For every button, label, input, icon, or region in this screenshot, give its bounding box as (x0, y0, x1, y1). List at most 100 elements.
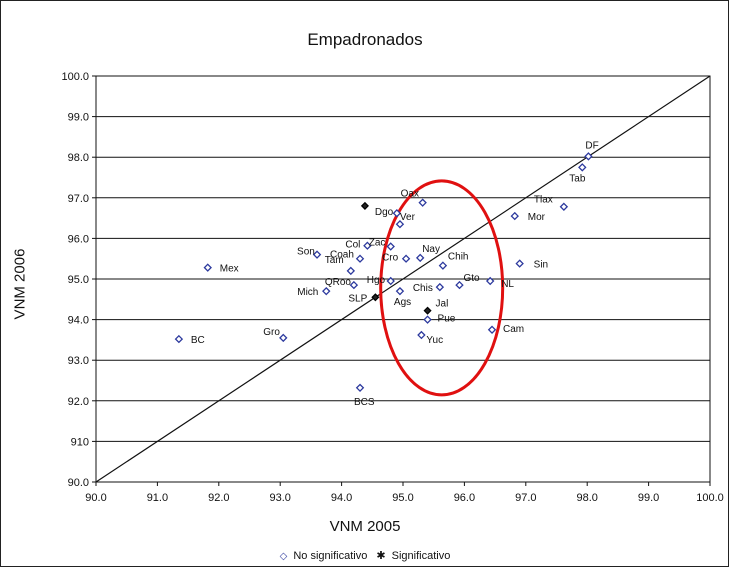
point-nonsig (355, 254, 365, 263)
y-tick-label: 97.0 (68, 193, 89, 205)
point-label: Dgo (375, 207, 394, 218)
y-tick-label: 95.0 (68, 274, 89, 286)
point-nonsig (395, 219, 405, 229)
point-nonsig (346, 266, 356, 276)
point-label: Cro (382, 253, 399, 264)
legend-label-sig: Significativo (391, 550, 451, 562)
point-nonsig (203, 263, 212, 272)
x-tick-label: 93.0 (269, 492, 290, 504)
x-tick-label: 91.0 (147, 492, 168, 504)
x-tick-label: 94.0 (331, 492, 352, 504)
point-label: Gro (263, 327, 280, 338)
point-sig (360, 201, 369, 210)
point-sig-mark (423, 306, 432, 315)
x-tick-label: 90.0 (85, 492, 106, 504)
point-nonsig (174, 334, 184, 344)
y-tick-label: 94.0 (68, 315, 89, 327)
point-label: Chis (413, 283, 433, 294)
point-label: Oax (401, 189, 419, 200)
y-axis-label: VNM 2006 (11, 248, 29, 320)
x-tick-label: 97.0 (515, 492, 536, 504)
y-tick-label: 96.0 (68, 233, 89, 245)
point-nonsig (363, 241, 372, 250)
point-label: Zac (369, 238, 386, 249)
point-label: Coah (330, 250, 354, 261)
point-nonsig (423, 315, 432, 324)
x-tick-labels: 90.0 91.0 92.0 93.0 94.0 95.0 96.0 97.0 98.0 99.0… (85, 482, 724, 504)
point-nonsig (510, 211, 519, 221)
point-label: Ags (394, 297, 411, 308)
x-tick-label: 95.0 (392, 492, 413, 504)
point-label: QRoo (325, 277, 352, 288)
reference-line (95, 75, 711, 483)
y-tick-label: 92.0 (68, 396, 89, 408)
point-label: SLP (348, 293, 367, 304)
point-label: Jal (436, 299, 449, 310)
point-nonsig (322, 286, 331, 296)
x-tick-label: 92.0 (208, 492, 229, 504)
point-nonsig (559, 202, 569, 211)
point-nonsig (485, 276, 495, 286)
point-label: Mor (528, 212, 546, 223)
y-tick-label: 93.0 (68, 355, 89, 367)
x-tick-label: 99.0 (638, 492, 659, 504)
x-tick-label: 98.0 (576, 492, 597, 504)
point-label: Son (297, 247, 315, 258)
highlight-ellipse (379, 179, 505, 397)
chart-title: Empadronados (307, 30, 423, 49)
point-nonsig (417, 330, 426, 340)
point-label: Hgo (367, 275, 386, 286)
point-label: Yuc (426, 335, 443, 346)
point-label: Tlax (534, 195, 553, 206)
point-label: DF (585, 140, 598, 151)
point-sig (371, 293, 380, 302)
x-tick-label: 100.0 (696, 492, 724, 504)
point-nonsig (386, 276, 395, 286)
point-label: Tab (569, 173, 586, 184)
y-tick-label: 99.0 (68, 112, 89, 124)
point-sig-mark (371, 293, 380, 302)
point-nonsig (279, 333, 288, 343)
point-nonsig (415, 253, 425, 263)
point-nonsig (392, 209, 402, 218)
point-nonsig (312, 250, 322, 259)
point-label: Nay (422, 244, 440, 255)
point-label: Chih (448, 252, 469, 263)
point-nonsig (386, 242, 395, 251)
point-nonsig (578, 163, 587, 172)
point-label: Gto (463, 273, 480, 284)
y-tick-label: 100.0 (61, 71, 89, 83)
y-tick-label: 98.0 (68, 152, 89, 164)
legend-diamond-icon: ◇ (279, 551, 288, 562)
point-label: Mex (220, 264, 239, 275)
point-label: Sin (534, 260, 548, 271)
y-tick-label: 910 (71, 436, 89, 448)
legend: ◇ No significativo ✱ Significativo (0, 549, 730, 562)
point-nonsig (349, 280, 359, 290)
legend-label-nonsig: No significativo (293, 550, 368, 562)
y-tick-labels: 90.0 910 92.0 93.0 94.0 95.0 96.0 97.0 98.0 99.0 1… (61, 71, 96, 489)
point-sig-mark (360, 201, 369, 210)
point-label: BCS (354, 397, 375, 408)
point-label: Pue (438, 314, 456, 325)
point-label: BC (191, 335, 205, 346)
point-nonsig (515, 259, 524, 268)
x-tick-label: 96.0 (454, 492, 475, 504)
point-nonsig (395, 286, 405, 296)
point-label: NL (501, 279, 514, 290)
point-nonsig (438, 261, 448, 270)
data-points (174, 152, 593, 393)
highlight-ellipse-group (379, 179, 505, 397)
point-label: Col (345, 240, 360, 251)
reference-line-group (95, 75, 711, 483)
point-nonsig (355, 383, 365, 393)
point-nonsig (435, 282, 445, 292)
point-nonsig (418, 198, 427, 207)
point-label: Tam (325, 255, 344, 266)
point-label: Cam (503, 324, 524, 335)
point-label: Ver (400, 212, 416, 223)
point-nonsig (455, 280, 464, 290)
